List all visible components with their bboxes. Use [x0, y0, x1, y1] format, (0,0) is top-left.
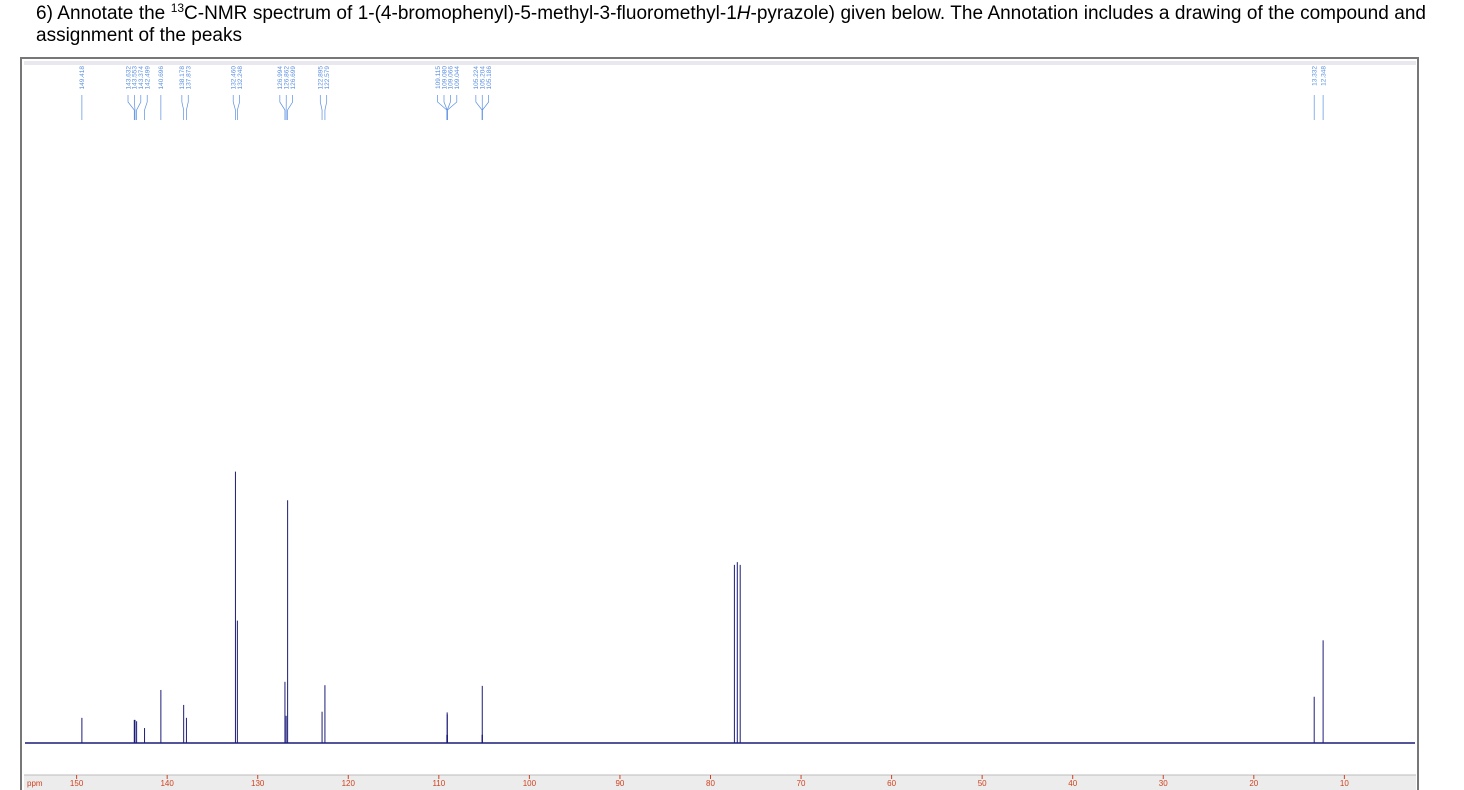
peak-label: 138.178 — [179, 66, 186, 90]
peak-label: 13.332 — [1311, 66, 1318, 86]
peak-label: 143.553 — [132, 66, 139, 90]
peak-label: 132.248 — [237, 66, 244, 90]
peak-connector — [134, 95, 136, 120]
x-tick-label: 110 — [432, 779, 445, 788]
peak-label: 122.895 — [318, 66, 325, 90]
question: 6) Annotate the 13C-NMR spectrum of 1-(4… — [36, 1, 1426, 47]
peak-label: 109.044 — [454, 66, 461, 90]
top-strip — [24, 61, 1416, 65]
x-tick-label: 100 — [523, 779, 537, 788]
peak-connector — [287, 95, 293, 120]
peak-connector — [324, 95, 328, 120]
question-middle: C-NMR spectrum of 1-(4-bromophenyl)-5-me… — [184, 3, 737, 24]
peak-connector — [279, 95, 286, 120]
x-tick-label: 20 — [1249, 779, 1258, 788]
peak-connector — [237, 95, 240, 120]
peak-label: 132.460 — [231, 66, 238, 90]
peak-connector — [181, 95, 185, 120]
x-tick-label: 120 — [342, 779, 356, 788]
x-tick-label: 90 — [615, 779, 624, 788]
peak-connector — [482, 95, 490, 120]
peak-label: 143.374 — [138, 66, 145, 90]
peak-label: 109.066 — [448, 66, 455, 90]
x-tick-label: 30 — [1159, 779, 1168, 788]
x-tick-label: 70 — [797, 779, 806, 788]
peak-label: 126.862 — [284, 66, 291, 90]
peak-label: 109.115 — [435, 66, 442, 89]
axis-bar — [24, 775, 1416, 790]
x-tick-label: 150 — [70, 779, 84, 788]
question-tail: -pyrazole) given below. The Annotation i… — [36, 3, 1426, 46]
peak-label: 140.696 — [158, 66, 165, 90]
peak-label: 105.204 — [480, 66, 487, 90]
peak-label: 12.348 — [1320, 66, 1327, 86]
peak-label: 126.699 — [290, 66, 297, 90]
question-lead: 6) Annotate the — [36, 3, 171, 24]
peak-label: 143.632 — [125, 66, 132, 90]
peak-connector — [447, 95, 458, 120]
x-tick-label: 60 — [887, 779, 896, 788]
peak-connector — [232, 95, 236, 120]
peak-connector — [319, 95, 323, 120]
spectrum-frame — [20, 57, 1419, 790]
x-tick-label: 10 — [1340, 779, 1349, 788]
peak-label: 149.418 — [79, 66, 86, 90]
axis-unit: ppm — [27, 779, 43, 788]
peak-label: 137.873 — [186, 66, 193, 90]
peak-connector — [186, 95, 189, 120]
peak-connector — [136, 95, 142, 120]
peak-label: 126.994 — [277, 66, 284, 90]
x-tick-label: 130 — [251, 779, 265, 788]
x-tick-label: 140 — [160, 779, 174, 788]
peak-label: 122.579 — [324, 66, 331, 90]
x-tick-label: 50 — [978, 779, 987, 788]
peak-label: 142.499 — [145, 66, 152, 90]
peak-label: 105.186 — [486, 66, 493, 90]
italic-h: H — [736, 3, 751, 24]
peak-label: 105.224 — [473, 66, 480, 90]
x-tick-label: 40 — [1068, 779, 1077, 788]
peak-connector — [127, 95, 135, 120]
peak-label: 109.080 — [441, 66, 448, 90]
x-tick-label: 80 — [706, 779, 715, 788]
isotope: 13 — [170, 1, 185, 15]
peak-connector — [144, 95, 148, 120]
